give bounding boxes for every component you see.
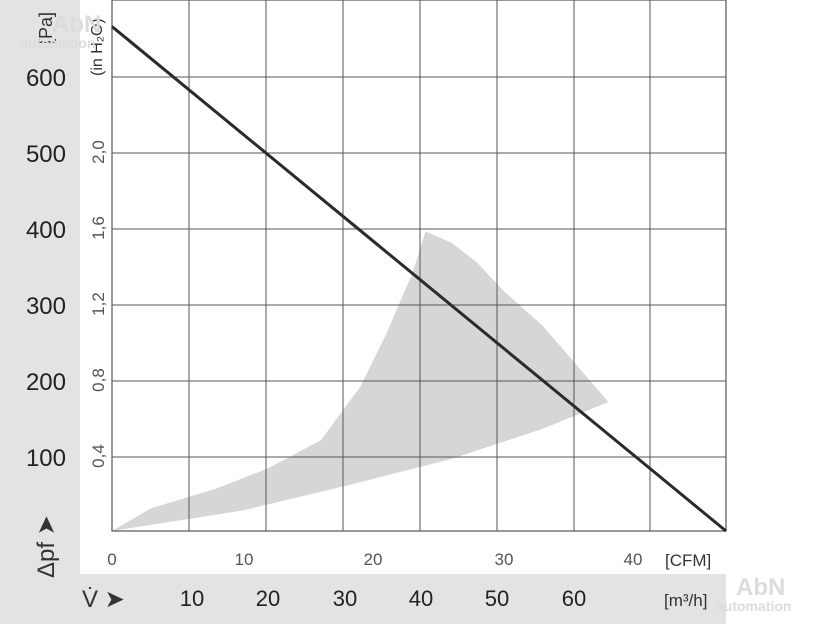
plot-frame — [111, 0, 727, 532]
y-tick-label-inh2o: 0,4 — [89, 444, 108, 468]
watermark-logo-top: AbN — [52, 11, 101, 38]
watermark-text-top: automation — [20, 35, 95, 51]
x-tick-label-cfm: 0 — [107, 550, 116, 569]
x-axis-symbol-flow: V̇ ➤ — [82, 585, 125, 613]
x-tick-label-m3h: 20 — [256, 586, 280, 611]
x-tick-label-cfm: 40 — [624, 550, 643, 569]
x-tick-label-m3h: 10 — [180, 586, 204, 611]
series-layer — [111, 25, 727, 533]
y-axis-symbol-pressure: Δpf ➤ — [33, 515, 60, 578]
pressure-curve-line — [111, 25, 727, 533]
y-tick-label-pa: 200 — [26, 369, 66, 396]
y-tick-label-pa: 500 — [26, 141, 66, 168]
y-tick-label-inh2o: 1,6 — [89, 216, 108, 240]
operating-range-area — [112, 231, 609, 531]
y-tick-label-inh2o: 1,2 — [89, 292, 108, 316]
watermark-text-bottom: automation — [716, 598, 791, 614]
x-tick-label-m3h: 50 — [485, 586, 509, 611]
left-axis-band — [0, 0, 80, 624]
y-tick-label-pa: 600 — [26, 65, 66, 92]
x-tick-label-m3h: 30 — [333, 586, 357, 611]
bottom-axis-band — [80, 574, 726, 624]
y-tick-label-pa: 400 — [26, 217, 66, 244]
y-axis-unit-pa: [Pa] — [36, 12, 56, 44]
x-axis-unit-m3h: [m³/h] — [664, 591, 707, 610]
y-tick-label-inh2o: 0,8 — [89, 368, 108, 392]
x-tick-label-cfm: 10 — [235, 550, 254, 569]
watermark-logo-bottom: AbN — [736, 574, 785, 601]
grid-layer — [111, 0, 727, 532]
x-tick-label-m3h: 60 — [562, 586, 586, 611]
x-axis-unit-cfm: [CFM] — [665, 551, 711, 570]
operating-region-layer — [112, 231, 609, 531]
x-tick-label-cfm: 20 — [364, 550, 383, 569]
y-tick-label-inh2o: 2,0 — [89, 140, 108, 164]
y-tick-label-pa: 100 — [26, 445, 66, 472]
x-tick-label-cfm: 30 — [495, 550, 514, 569]
y-axis-unit-inh2o: (in H₂O) — [89, 18, 106, 76]
x-tick-label-m3h: 40 — [409, 586, 433, 611]
y-tick-label-pa: 300 — [26, 293, 66, 320]
